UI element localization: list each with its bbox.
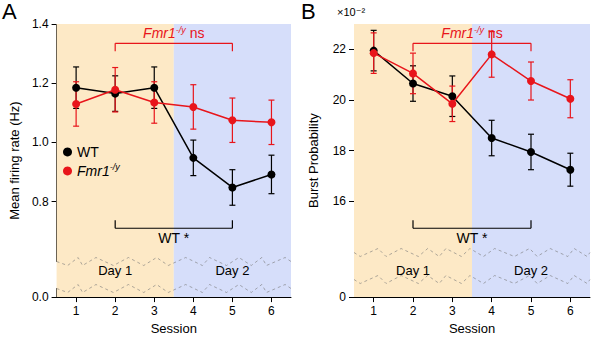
svg-text:ns: ns [484, 25, 503, 41]
svg-text:0.0: 0.0 [32, 290, 49, 304]
svg-text:2: 2 [410, 304, 417, 318]
svg-text:-/y: -/y [474, 25, 484, 35]
svg-text:0: 0 [339, 290, 346, 304]
svg-text:-/y: -/y [176, 25, 186, 35]
svg-text:Session: Session [449, 321, 495, 336]
svg-text:WT: WT [77, 144, 99, 160]
svg-text:WT *: WT * [457, 230, 488, 246]
svg-text:Fmr1: Fmr1 [77, 163, 110, 179]
svg-text:B: B [301, 0, 316, 24]
svg-text:1.2: 1.2 [32, 76, 49, 90]
svg-text:A: A [2, 0, 17, 24]
svg-text:×10⁻²: ×10⁻² [337, 6, 365, 18]
svg-text:Day 1: Day 1 [396, 263, 430, 278]
svg-text:22: 22 [333, 42, 347, 56]
svg-text:6: 6 [268, 304, 275, 318]
svg-text:1.0: 1.0 [32, 135, 49, 149]
svg-text:0.8: 0.8 [32, 195, 49, 209]
svg-text:Session: Session [151, 321, 197, 336]
svg-text:Day 2: Day 2 [215, 263, 249, 278]
svg-text:1: 1 [370, 304, 377, 318]
svg-text:20: 20 [333, 93, 347, 107]
svg-text:ns: ns [186, 25, 205, 41]
svg-text:4: 4 [488, 304, 495, 318]
svg-text:3: 3 [151, 304, 158, 318]
svg-text:5: 5 [528, 304, 535, 318]
svg-text:16: 16 [333, 194, 347, 208]
svg-text:-/y: -/y [110, 162, 120, 172]
svg-text:WT *: WT * [158, 230, 189, 246]
svg-text:Mean firing rate (Hz): Mean firing rate (Hz) [7, 101, 22, 219]
svg-text:2: 2 [112, 304, 119, 318]
svg-text:Fmr1: Fmr1 [441, 25, 474, 41]
svg-text:3: 3 [449, 304, 456, 318]
svg-text:Burst Probability: Burst Probability [306, 113, 321, 208]
svg-text:1: 1 [73, 304, 80, 318]
svg-text:18: 18 [333, 144, 347, 158]
svg-text:5: 5 [229, 304, 236, 318]
svg-text:6: 6 [567, 304, 574, 318]
svg-text:Fmr1: Fmr1 [143, 25, 176, 41]
svg-text:Day 2: Day 2 [514, 263, 548, 278]
svg-text:1.4: 1.4 [32, 17, 49, 31]
svg-text:4: 4 [190, 304, 197, 318]
svg-text:Day 1: Day 1 [98, 263, 132, 278]
